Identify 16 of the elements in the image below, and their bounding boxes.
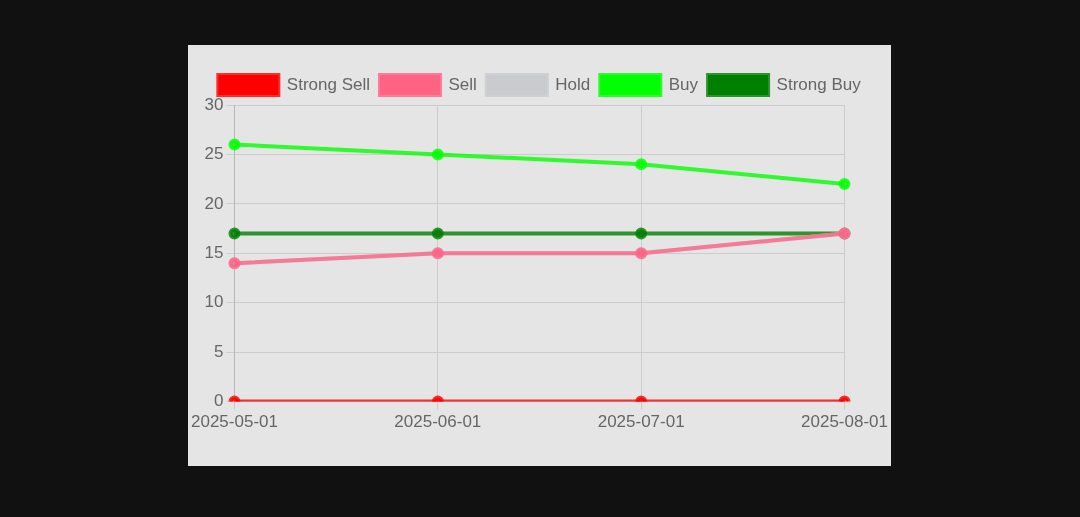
y-tick-label: 10 [204,292,224,312]
legend-label: Sell [448,74,477,94]
legend-label: Strong Sell [286,74,370,94]
y-tick-label: 5 [214,341,224,361]
legend-label: Hold [555,74,591,94]
y-tick-label: 30 [204,94,224,114]
y-tick-label: 15 [204,242,224,262]
y-tick-label: 0 [214,391,224,411]
y-tick-label: 20 [204,193,224,213]
legend-label: Buy [668,74,699,94]
y-tick-label: 25 [204,144,224,164]
x-tick-label: 2025-06-01 [394,412,482,432]
x-tick-label: 2025-05-01 [191,412,278,432]
x-tick-label: 2025-07-01 [597,412,685,432]
x-tick-label: 2025-08-01 [801,412,888,432]
legend-label: Strong Buy [776,74,862,94]
